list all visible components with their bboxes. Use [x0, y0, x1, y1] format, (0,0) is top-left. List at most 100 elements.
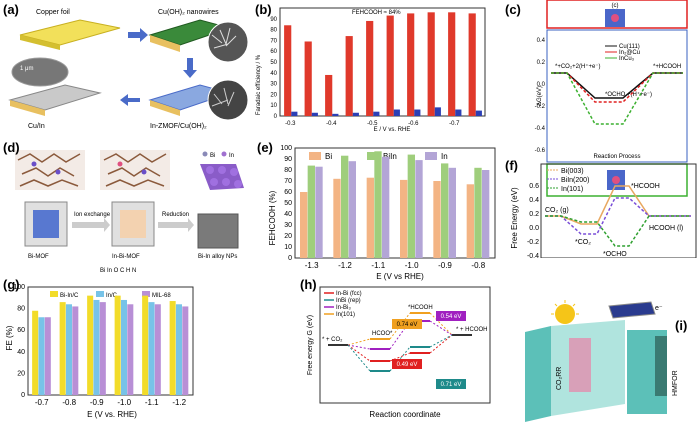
b-ytick: 90	[270, 17, 277, 23]
panel-e: (e) FEHCOOH (%) E (V vs RHE) 0 10 20 30 40 50…	[255, 140, 500, 282]
b-bar-hcooh	[325, 74, 333, 116]
h-xlabel: Reaction coordinate	[369, 410, 441, 419]
c-annot-mid: *OCHO +(H⁺+e⁻)	[605, 91, 652, 98]
g-xtick: -1.0	[117, 398, 131, 407]
panel-d-schematic: Bi In Ion exchange Reduction Bi-MOF In-B…	[15, 150, 244, 274]
d-bi-mof-text: Bi-MOF	[28, 254, 49, 260]
panel-h-chart: Free energy G (eV) Reaction coordinate I…	[307, 286, 491, 419]
e-xlabel: E (V vs RHE)	[376, 272, 424, 281]
f-co2-text: CO₂ (g)	[545, 207, 569, 214]
c-legend-incu: InCu₃	[619, 56, 635, 62]
g-legend-swatch	[142, 291, 150, 297]
panel-a-schematic: Copper foil Cu(OH)₂ nanowires 1 μm Cu/In…	[8, 9, 249, 130]
f-ytick: -0.2	[527, 239, 539, 246]
in-bi-mof-network	[100, 150, 170, 190]
g-bar	[120, 299, 127, 395]
panel-i-label: (i)	[675, 318, 688, 333]
e-bar	[348, 161, 356, 258]
h-ylabel: Free energy G (eV)	[307, 315, 314, 375]
h-hcoo-text: HCOO*	[372, 331, 393, 337]
e-xtick: -1.2	[338, 261, 352, 270]
e-legend-text: Bi	[325, 152, 332, 161]
b-xtick: -0.4	[326, 121, 337, 127]
panel-a: (a) Copper foil Cu(OH)₂ nanowires 1 μm C…	[0, 0, 250, 135]
e-legend-text: In	[441, 152, 448, 161]
b-ytick: 10	[270, 103, 277, 109]
sun-icon	[555, 304, 575, 324]
g-legend-swatch	[96, 291, 104, 297]
panel-c-chart: (c) 0.4 0.2 0.0 -0.2 -0.4 -0.6 ΔG(eV) Cu(111)…	[535, 0, 688, 197]
e-bar	[448, 167, 456, 258]
panel-g: (g) FE (%) E (V vs. RHE) 0 20 40 60 80 100 Bi-…	[0, 277, 200, 422]
h-hcooh-text: * + HCOOH	[456, 327, 488, 333]
g-ytick: 0	[21, 392, 25, 399]
arrow-left-icon	[120, 94, 140, 106]
h-e2-text: 0.54 eV	[441, 314, 462, 320]
b-ytick: 60	[270, 49, 277, 55]
f-ytick: -0.4	[527, 253, 539, 258]
g-bar	[32, 310, 39, 395]
panel-c: (c) (c) 0.4 0.2 0.0 -0.2 -0.4 -0.6 ΔG(eV) Cu(…	[503, 0, 700, 200]
panel-f: (f) 0.6 0.4 0.2 0.0 -0.2 -0.4 Free Energy (eV…	[505, 158, 700, 300]
d-in-text: In	[229, 153, 234, 159]
e-ytick: 10	[284, 244, 292, 251]
panel-a-label: (a)	[3, 2, 19, 17]
b-bar-other	[414, 109, 421, 116]
cu-in-text: Cu/In	[28, 123, 45, 130]
e-legend-text: BiIn	[383, 152, 397, 161]
e-plot-frame	[294, 147, 496, 259]
e-bar	[315, 166, 323, 258]
b-bar-hcooh	[427, 12, 435, 116]
e-ytick: 100	[280, 145, 292, 152]
panel-g-label: (g)	[3, 277, 20, 292]
c-ytick: 0.4	[537, 38, 546, 44]
g-ytick: 40	[17, 349, 25, 356]
h-legend-fcc: In-Bi (fcc)	[336, 291, 362, 297]
g-bar	[65, 304, 72, 395]
panel-i: (i) e⁻ CO₂RR HMFOR	[505, 300, 700, 422]
c-annot-left: *+CO₂+2(H⁺+e⁻)	[555, 63, 601, 70]
g-bar	[127, 304, 134, 395]
c-xlabel: Reaction Process	[593, 154, 640, 160]
g-bar	[59, 302, 66, 395]
f-legend-bi: Bi(003)	[561, 168, 584, 175]
b-bar-hcooh	[407, 13, 415, 116]
h-hcooh-star-text: *HCOOH	[408, 305, 433, 311]
panel-e-chart: FEHCOOH (%) E (V vs RHE) 0 10 20 30 40 50 60 70…	[268, 145, 496, 281]
g-xtick: -0.9	[90, 398, 104, 407]
panel-f-label: (f)	[505, 158, 518, 173]
b-ytick: 70	[270, 38, 277, 44]
d-in-bi-mof-text: In-Bi-MOF	[112, 254, 140, 260]
cu-in-sem	[11, 57, 69, 87]
alloy-lattice	[200, 164, 244, 190]
f-ylabel: Free Energy (eV)	[510, 187, 519, 249]
e-xtick: -0.9	[438, 261, 452, 270]
e-bar	[333, 178, 341, 258]
e-bar	[400, 179, 408, 258]
e-bar	[415, 160, 423, 258]
panel-b-label: (b)	[255, 2, 272, 17]
e-bar	[482, 170, 490, 258]
e-bar	[407, 154, 415, 258]
reduction-arrow-icon	[158, 218, 194, 232]
g-ytick: 20	[17, 370, 25, 377]
h-legend-rep: InBi (rep)	[336, 298, 361, 304]
b-bar-other	[352, 112, 359, 116]
e-ytick: 40	[284, 211, 292, 218]
f-path-biin	[545, 197, 691, 235]
b-xlabel: E / V vs. RHE	[374, 127, 411, 133]
panel-h-label: (h)	[300, 277, 317, 292]
g-xtick: -0.7	[35, 398, 49, 407]
i-co2rr-text: CO₂RR	[556, 367, 563, 390]
c-ylabel: ΔG(eV)	[537, 86, 543, 106]
panel-h: (h) Free energy G (eV) Reaction coordina…	[300, 277, 500, 422]
f-path-bi	[545, 185, 691, 225]
f-ytick: 0.0	[529, 225, 539, 232]
g-bar	[93, 299, 100, 395]
g-legend-text: In/C	[106, 293, 118, 299]
b-bar-other	[291, 111, 298, 116]
panel-d-label: (d)	[3, 140, 20, 155]
panel-b: (b) Faradaic efficiency / % E / V vs. RH…	[252, 0, 502, 135]
g-bar	[38, 317, 45, 395]
d-legend-text: Bi In O C H N	[100, 268, 136, 274]
